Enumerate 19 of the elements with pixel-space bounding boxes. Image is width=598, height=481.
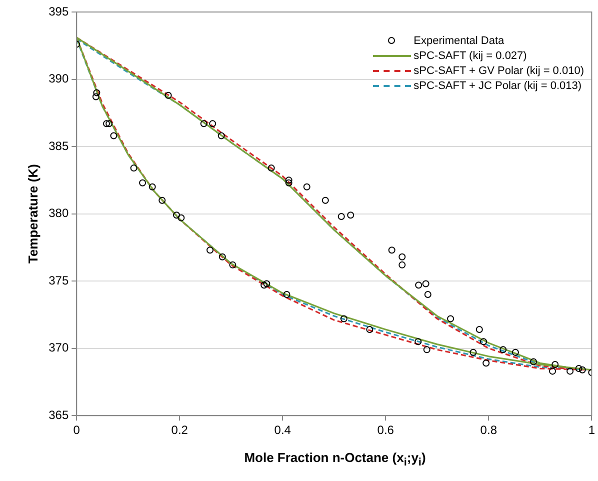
x-tick-label: 0.2: [171, 423, 188, 438]
y-tick-label: 380: [48, 206, 69, 220]
legend-label: sPC-SAFT (kij = 0.027): [414, 48, 527, 62]
x-tick-label: 0.8: [480, 423, 498, 438]
y-tick-label: 385: [48, 138, 69, 153]
y-tick-label: 395: [48, 4, 69, 18]
x-axis-title: Mole Fraction n-Octane (x$_{i}$;y$_{i}$): [243, 450, 427, 469]
x-tick-label: 0.6: [377, 423, 394, 438]
y-tick-label: 370: [48, 340, 69, 355]
x-tick-label: 0.4: [274, 423, 292, 438]
y-tick-label: 390: [48, 72, 69, 86]
legend-label: Experimental Data: [414, 34, 504, 48]
legend-label: sPC-SAFT + JC Polar (kij = 0.013): [414, 78, 582, 92]
legend-label: sPC-SAFT + GV Polar (kij = 0.010): [414, 64, 584, 78]
x-tick-label: 1: [588, 423, 596, 438]
y-axis-title: Temperature (K): [25, 164, 40, 264]
y-tick-label: 365: [48, 408, 69, 422]
y-tick-label: 375: [48, 273, 69, 288]
x-tick-label: 0: [73, 423, 80, 438]
